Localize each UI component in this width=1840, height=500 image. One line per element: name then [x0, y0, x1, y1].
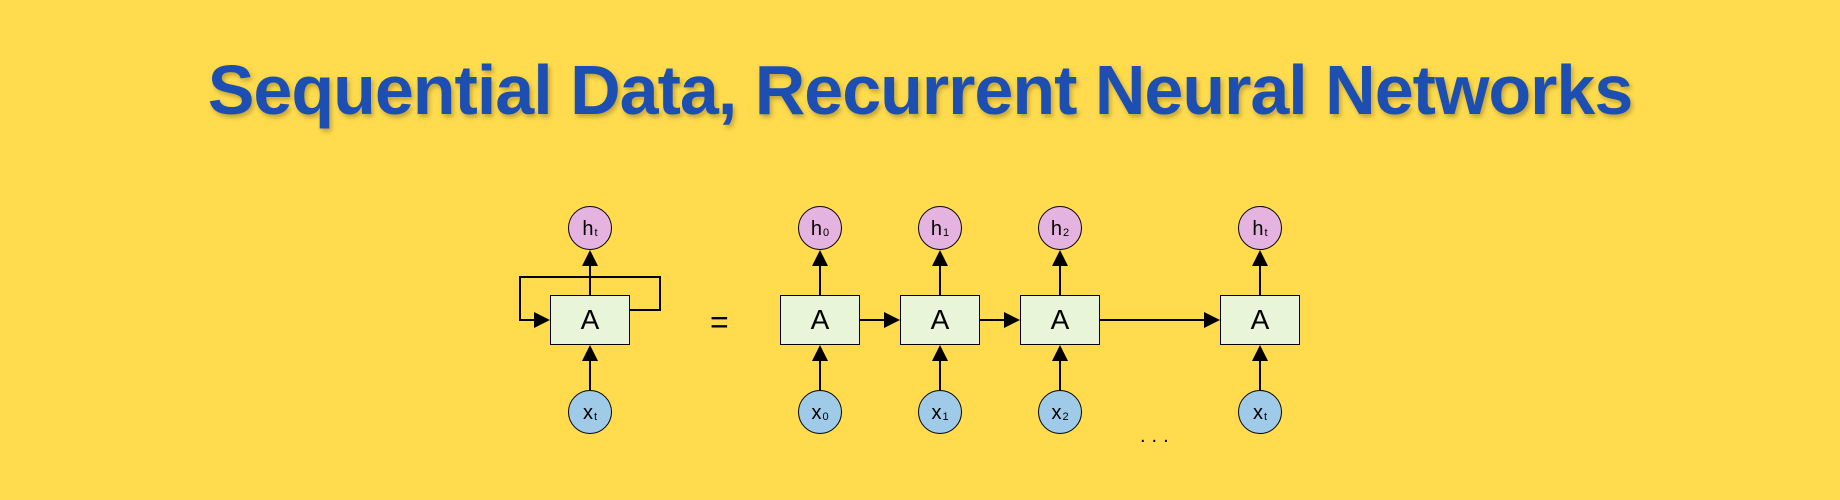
rnn-diagram: Aht xt = Ah0 x0 Ah1 x1 Ah2 x2 Aht xt...: [540, 170, 1300, 470]
equals-sign: =: [710, 304, 729, 341]
h-node-2: h2: [1038, 206, 1082, 250]
x-node-3: xt: [1238, 390, 1282, 434]
x-node-folded: xt: [568, 390, 612, 434]
x-node-1: x1: [918, 390, 962, 434]
rnn-cell-3: A: [1220, 295, 1300, 345]
rnn-cell-2: A: [1020, 295, 1100, 345]
x-node-0: x0: [798, 390, 842, 434]
rnn-cell-1: A: [900, 295, 980, 345]
h-node-1: h1: [918, 206, 962, 250]
page-title: Sequential Data, Recurrent Neural Networ…: [0, 50, 1840, 130]
ellipsis: ...: [1140, 425, 1175, 448]
h-node-3: ht: [1238, 206, 1282, 250]
x-node-2: x2: [1038, 390, 1082, 434]
h-node-0: h0: [798, 206, 842, 250]
rnn-cell-folded: A: [550, 295, 630, 345]
rnn-cell-0: A: [780, 295, 860, 345]
h-node-folded: ht: [568, 206, 612, 250]
